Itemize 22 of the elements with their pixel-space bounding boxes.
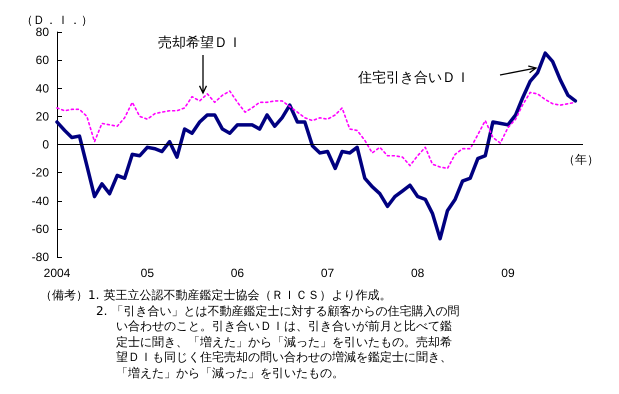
x-axis-title: （年） xyxy=(563,152,599,166)
line-series xyxy=(56,90,576,170)
y-axis-title: （Ｄ．Ｉ．） xyxy=(21,13,93,27)
y-tick-label: -80 xyxy=(32,250,50,264)
y-tick-label: -60 xyxy=(32,222,50,236)
x-tick-label: 06 xyxy=(230,266,244,280)
y-tick-label: 80 xyxy=(36,25,50,39)
x-tick-label: 09 xyxy=(501,266,515,280)
annotation: 売却希望ＤＩ xyxy=(158,35,242,51)
x-tick-label: 05 xyxy=(140,266,154,280)
y-tick-label: 60 xyxy=(36,53,50,68)
x-tick-label: 08 xyxy=(410,266,425,280)
x-tick-label: 2004 xyxy=(44,266,71,280)
text: （備考）1. 英王立公認不動産鑑定士協会（ＲＩＣＳ）より作成。 xyxy=(40,288,392,304)
y-tick-label: -20 xyxy=(32,166,50,180)
y-tick-label: 40 xyxy=(36,81,50,96)
text: 2. 「引き合い」とは不動産鑑定士に対する顧客からの住宅購入の問い合わせのこと。引き合いＤＩは、引き合いが前月と比べて鑑定士に聞き、「増えた」から「減った」を引いたもの。売却希望ＤＩも同じく住宅売却の問い合わせの増減を鑑定士に聞き、「増えた」から「減った」を引いたもの。 xyxy=(95,304,460,381)
x-tick-label: 07 xyxy=(320,266,335,280)
annotation: 住宅引き合いＤＩ xyxy=(357,70,470,86)
y-tick-label: -40 xyxy=(32,194,50,208)
y-tick-label: 20 xyxy=(36,109,50,124)
y-tick-label: 0 xyxy=(42,138,50,152)
